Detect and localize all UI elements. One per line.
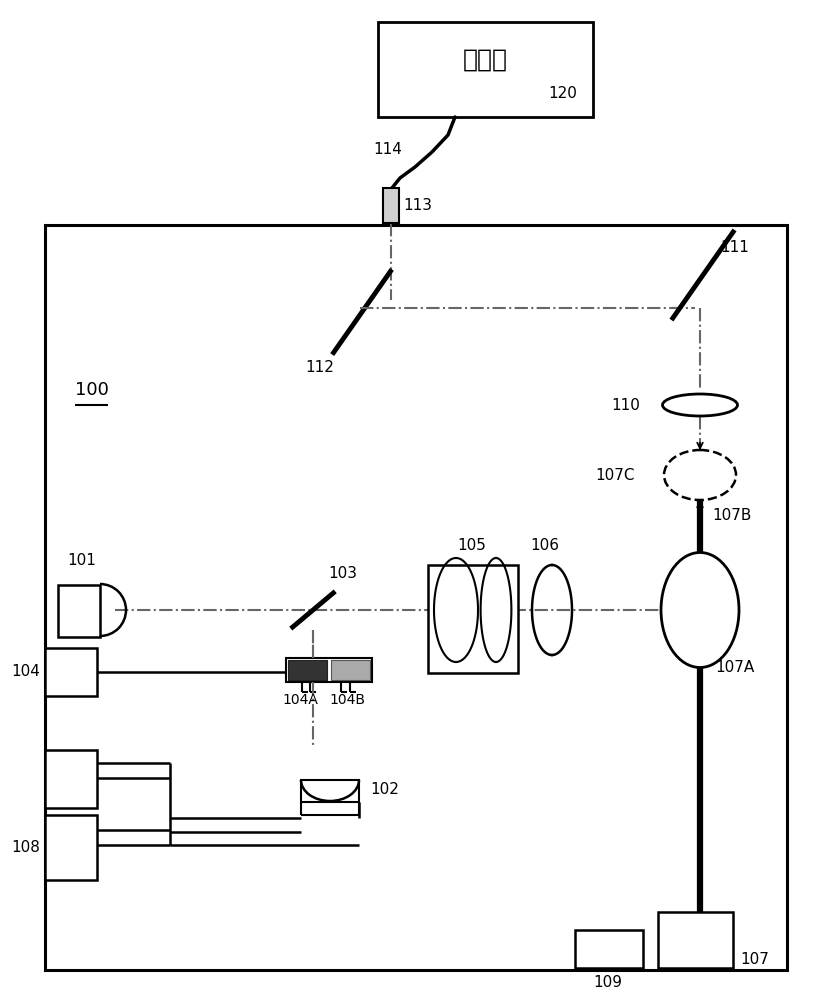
Text: 104: 104: [12, 664, 40, 680]
Bar: [45, 225, 787, 970]
Bar: [331, 660, 370, 680]
Bar: [658, 912, 733, 968]
Bar: [301, 780, 359, 802]
Bar: [575, 930, 643, 968]
Ellipse shape: [662, 394, 737, 416]
Text: 106: 106: [531, 538, 559, 553]
Bar: [428, 565, 518, 673]
Ellipse shape: [661, 552, 739, 668]
Text: 100: 100: [75, 381, 109, 399]
Text: 104B: 104B: [329, 693, 365, 707]
Text: 114: 114: [373, 142, 402, 157]
Text: 105: 105: [457, 538, 486, 553]
Text: 107: 107: [740, 952, 769, 967]
Bar: [378, 22, 593, 117]
Text: 104A: 104A: [282, 693, 318, 707]
Bar: [58, 585, 100, 637]
Bar: [45, 815, 97, 880]
Bar: [288, 660, 327, 680]
Ellipse shape: [664, 450, 736, 500]
Text: 107C: 107C: [596, 468, 635, 483]
Text: 120: 120: [549, 87, 578, 102]
Bar: [45, 750, 97, 808]
Text: 101: 101: [68, 553, 96, 568]
Text: 光谱仪: 光谱仪: [463, 48, 508, 72]
Text: 108: 108: [12, 840, 40, 856]
Text: 112: 112: [306, 360, 335, 375]
Text: 102: 102: [370, 782, 399, 798]
Text: 107B: 107B: [712, 508, 751, 522]
Bar: [383, 188, 399, 223]
Bar: [45, 648, 97, 696]
Text: 107A: 107A: [715, 660, 754, 676]
Text: 103: 103: [328, 566, 357, 582]
Text: 113: 113: [403, 198, 432, 213]
Text: 110: 110: [611, 397, 640, 412]
Text: 111: 111: [720, 240, 749, 255]
Text: 109: 109: [593, 975, 622, 990]
Bar: [286, 658, 372, 682]
